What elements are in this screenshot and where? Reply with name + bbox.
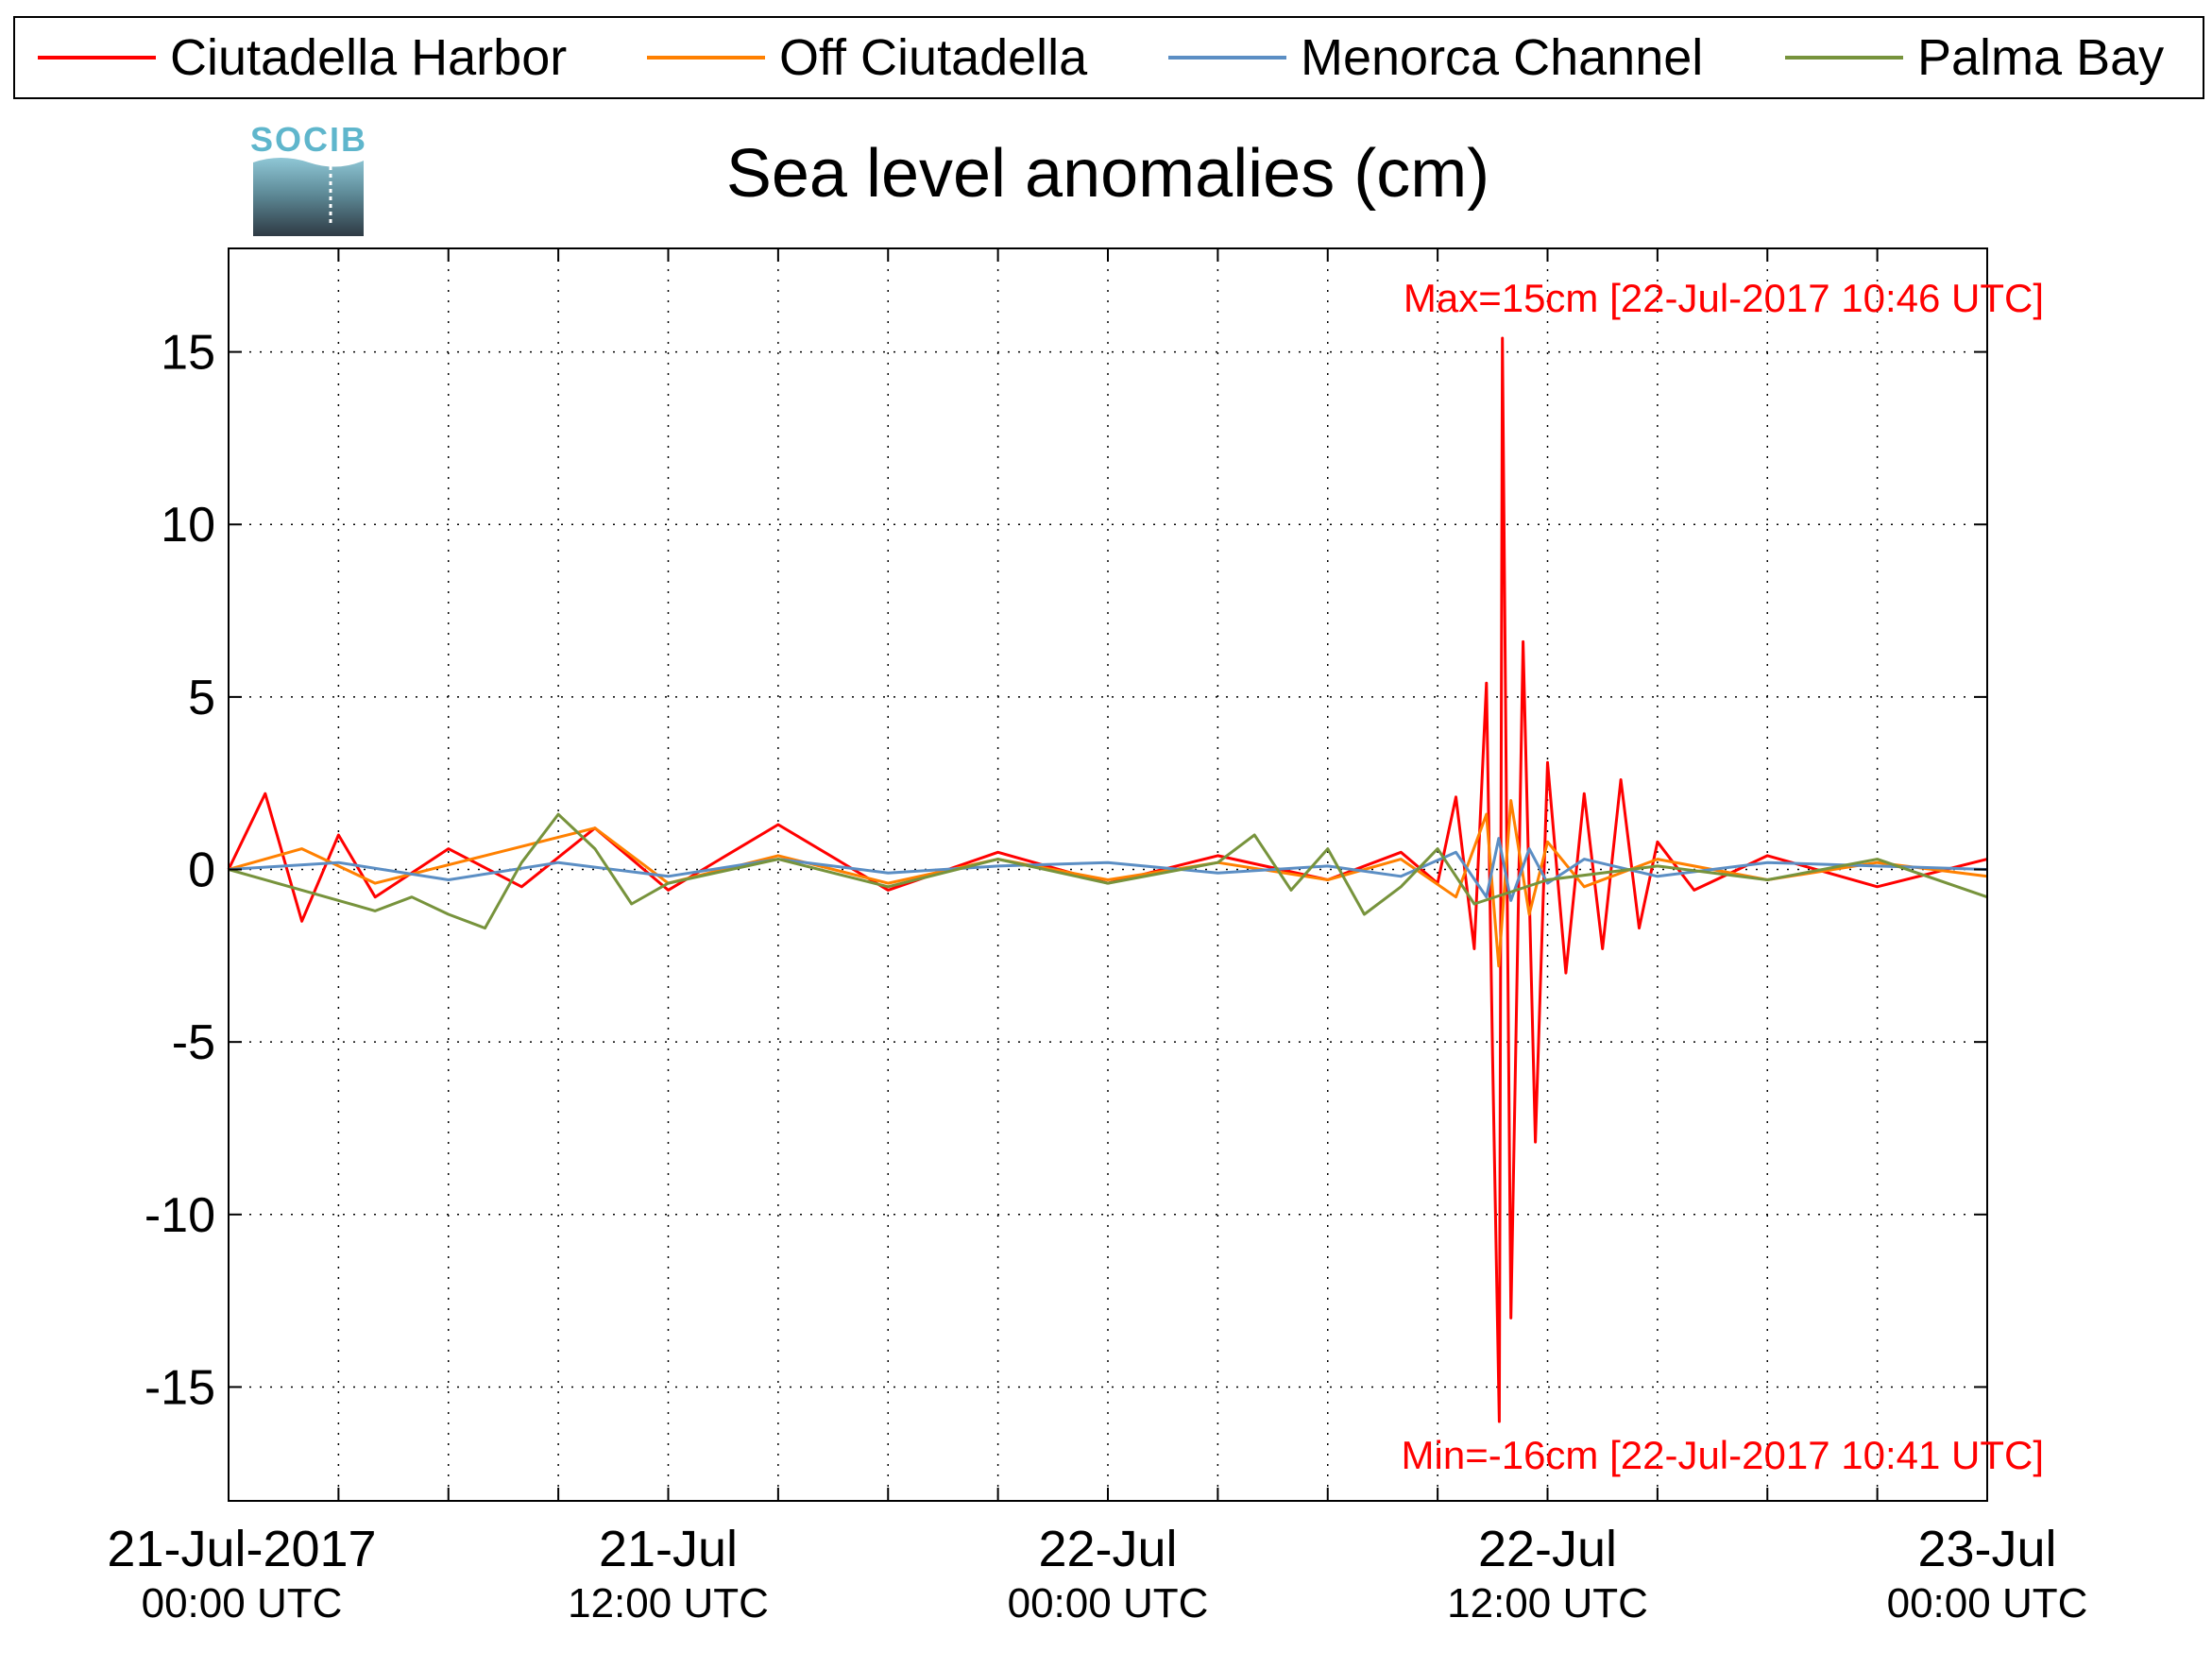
x-tick-label: 22-Jul <box>1478 1521 1617 1577</box>
socib-logo: SOCIB <box>250 120 367 236</box>
socib-logo-wave <box>253 158 364 236</box>
annotation-min: Min=-16cm [22-Jul-2017 10:41 UTC] <box>1402 1433 2044 1477</box>
y-tick-label: 0 <box>188 843 215 898</box>
annotation-max: Max=15cm [22-Jul-2017 10:46 UTC] <box>1404 276 2044 320</box>
legend-label-ciutadella-harbor: Ciutadella Harbor <box>170 29 567 86</box>
x-tick-sublabel: 00:00 UTC <box>1008 1580 1209 1626</box>
legend-label-palma-bay: Palma Bay <box>1917 29 2164 86</box>
x-tick-label: 21-Jul-2017 <box>107 1521 376 1577</box>
x-tick-label: 21-Jul <box>599 1521 738 1577</box>
y-tick-label: -5 <box>172 1015 215 1070</box>
legend: Ciutadella Harbor Off Ciutadella Menorca… <box>13 16 2204 99</box>
legend-label-menorca-channel: Menorca Channel <box>1301 29 1703 86</box>
series-line-palma-bay <box>228 812 1988 930</box>
series-line-ciutadella-harbor <box>227 336 1988 1423</box>
y-tick-label: 15 <box>161 326 215 381</box>
legend-label-off-ciutadella: Off Ciutadella <box>779 29 1088 86</box>
chart-title: Sea level anomalies (cm) <box>726 136 1489 212</box>
x-tick-label: 23-Jul <box>1917 1521 2056 1577</box>
series-lines <box>227 336 1988 1423</box>
x-tick-sublabel: 12:00 UTC <box>568 1580 769 1626</box>
x-tick-label: 22-Jul <box>1038 1521 1177 1577</box>
y-tick-label: 10 <box>161 498 215 553</box>
y-tick-label: 5 <box>188 671 215 725</box>
x-tick-sublabel: 12:00 UTC <box>1447 1580 1648 1626</box>
x-tick-sublabel: 00:00 UTC <box>142 1580 343 1626</box>
y-axis: 15 10 5 0 -5 -10 -15 <box>145 326 1987 1415</box>
y-tick-label: -15 <box>145 1360 215 1415</box>
grid <box>229 248 1987 1501</box>
y-tick-label: -10 <box>145 1188 215 1243</box>
x-tick-sublabel: 00:00 UTC <box>1887 1580 2088 1626</box>
socib-logo-text: SOCIB <box>250 120 367 159</box>
series-line-menorca-channel <box>228 837 1988 902</box>
